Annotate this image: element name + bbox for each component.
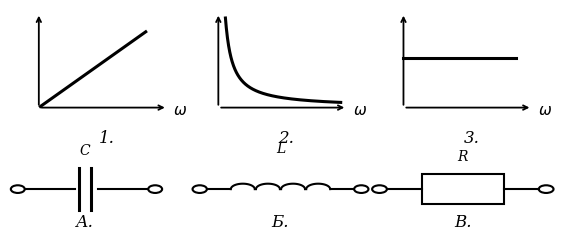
Text: ω: ω <box>353 103 366 119</box>
Text: C: C <box>80 144 90 158</box>
Text: 3.: 3. <box>463 130 479 147</box>
Text: 2.: 2. <box>278 130 294 147</box>
Text: В.: В. <box>454 214 472 231</box>
Text: Б.: Б. <box>272 214 289 231</box>
Text: ω: ω <box>174 103 187 119</box>
Bar <box>422 174 504 204</box>
Text: 1.: 1. <box>99 130 114 147</box>
Text: R: R <box>458 150 468 164</box>
Text: А.: А. <box>76 214 94 231</box>
Text: ω: ω <box>539 103 551 119</box>
Text: L: L <box>276 142 285 156</box>
